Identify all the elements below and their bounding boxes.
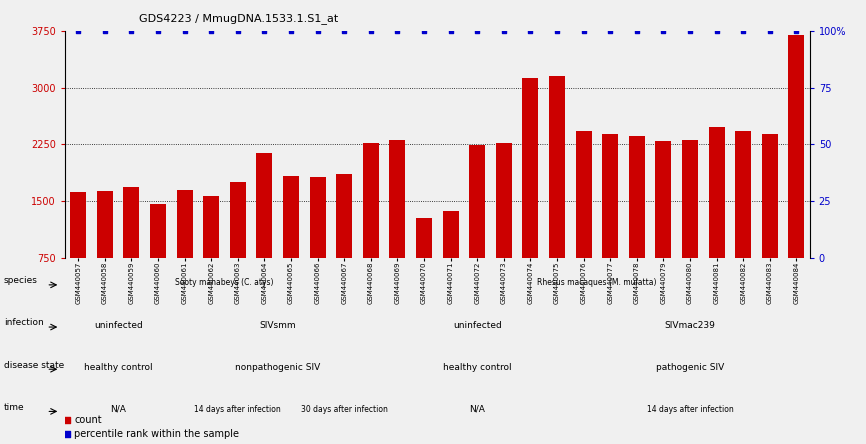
Text: Rhesus macaques (M. mulatta): Rhesus macaques (M. mulatta) — [537, 278, 656, 287]
Bar — [70, 192, 87, 314]
Point — [790, 28, 804, 35]
Point — [470, 28, 484, 35]
Bar — [735, 131, 751, 314]
Bar — [629, 136, 645, 314]
Point — [497, 28, 511, 35]
Text: 14 days after infection: 14 days after infection — [647, 405, 734, 414]
Text: healthy control: healthy control — [443, 363, 512, 372]
Text: disease state: disease state — [4, 361, 64, 370]
Bar — [602, 135, 618, 314]
Text: count: count — [74, 415, 102, 424]
Bar — [788, 35, 805, 314]
Point — [284, 28, 298, 35]
Bar — [204, 196, 219, 314]
Bar — [469, 145, 485, 314]
Bar — [390, 140, 405, 314]
Point — [604, 28, 617, 35]
Point — [630, 28, 643, 35]
Bar — [310, 177, 326, 314]
Text: nonpathogenic SIV: nonpathogenic SIV — [235, 363, 320, 372]
Bar — [229, 182, 246, 314]
Point — [763, 28, 777, 35]
Point — [71, 28, 85, 35]
Text: percentile rank within the sample: percentile rank within the sample — [74, 429, 240, 439]
Point — [364, 28, 378, 35]
Point — [391, 28, 404, 35]
Bar — [522, 78, 539, 314]
Bar — [416, 218, 432, 314]
Bar — [708, 127, 725, 314]
Text: Sooty manabeys (C. atys): Sooty manabeys (C. atys) — [175, 278, 274, 287]
Text: SIVmac239: SIVmac239 — [664, 321, 715, 329]
Text: uninfected: uninfected — [94, 321, 143, 329]
Point — [736, 28, 750, 35]
Bar — [443, 211, 459, 314]
Bar — [256, 153, 273, 314]
Bar — [283, 176, 299, 314]
Point — [151, 28, 165, 35]
Bar — [363, 143, 378, 314]
Bar — [496, 143, 512, 314]
Bar — [336, 174, 352, 314]
Point — [443, 28, 457, 35]
Bar — [97, 191, 113, 314]
Text: 14 days after infection: 14 days after infection — [195, 405, 281, 414]
Point — [125, 28, 139, 35]
Bar — [682, 140, 698, 314]
Point — [656, 28, 670, 35]
Point — [337, 28, 351, 35]
Point — [231, 28, 245, 35]
Point — [294, 374, 308, 381]
Point — [294, 241, 308, 248]
Point — [683, 28, 697, 35]
Text: GDS4223 / MmugDNA.1533.1.S1_at: GDS4223 / MmugDNA.1533.1.S1_at — [139, 13, 339, 24]
Text: healthy control: healthy control — [84, 363, 152, 372]
Point — [98, 28, 112, 35]
Text: N/A: N/A — [469, 405, 485, 414]
Text: N/A: N/A — [110, 405, 126, 414]
Point — [311, 28, 325, 35]
Text: infection: infection — [4, 318, 43, 328]
Bar — [124, 187, 139, 314]
Bar — [656, 141, 671, 314]
Point — [523, 28, 537, 35]
Point — [577, 28, 591, 35]
Point — [204, 28, 218, 35]
Bar — [150, 204, 166, 314]
Text: SIVsmm: SIVsmm — [260, 321, 296, 329]
Text: time: time — [4, 403, 24, 412]
Bar — [762, 134, 778, 314]
Point — [709, 28, 723, 35]
Text: 30 days after infection: 30 days after infection — [301, 405, 388, 414]
Point — [257, 28, 271, 35]
Bar — [576, 131, 591, 314]
Text: uninfected: uninfected — [453, 321, 501, 329]
Bar — [177, 190, 192, 314]
Bar — [549, 76, 565, 314]
Text: species: species — [4, 276, 38, 285]
Point — [417, 28, 431, 35]
Point — [178, 28, 191, 35]
Text: pathogenic SIV: pathogenic SIV — [656, 363, 724, 372]
Point — [550, 28, 564, 35]
